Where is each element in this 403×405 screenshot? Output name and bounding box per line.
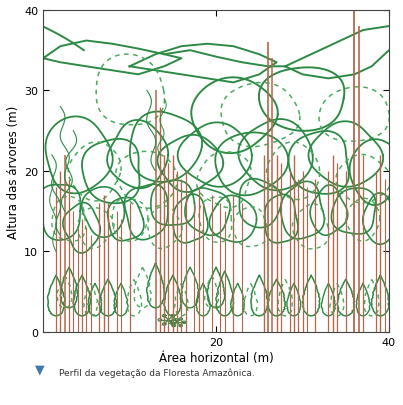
X-axis label: Área horizontal (m): Área horizontal (m) — [159, 351, 273, 364]
Text: Perfil da vegetação da Floresta Amazônica.: Perfil da vegetação da Floresta Amazônic… — [59, 368, 255, 377]
Y-axis label: Altura das árvores (m): Altura das árvores (m) — [7, 105, 20, 238]
Text: ▼: ▼ — [35, 362, 45, 375]
